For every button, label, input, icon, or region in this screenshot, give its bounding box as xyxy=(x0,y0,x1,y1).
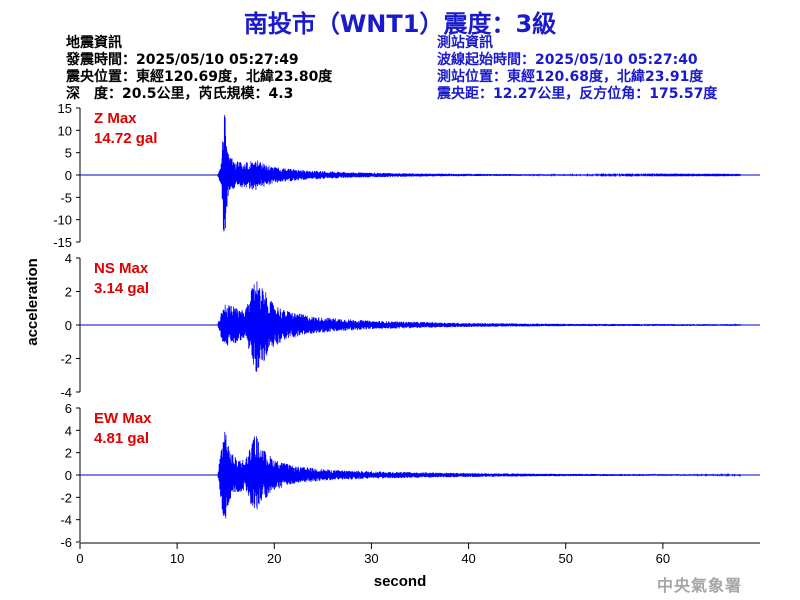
y-tick-label: -6 xyxy=(60,535,72,550)
station-info-heading: 測站資訊 xyxy=(437,35,493,51)
x-axis-label: second xyxy=(374,573,427,590)
y-tick-label: 2 xyxy=(65,285,72,300)
y-tick-label: 0 xyxy=(65,168,72,183)
y-tick-label: 10 xyxy=(58,123,72,138)
earthquake-info: 地震資訊 發震時間：2025/05/10 05:27:49 震央位置：東經120… xyxy=(66,35,332,103)
y-tick-label: 2 xyxy=(65,446,72,461)
max-value-ns: 3.14 gal xyxy=(94,280,149,297)
y-tick-label: 15 xyxy=(58,101,72,116)
x-tick-label: 50 xyxy=(558,551,572,566)
max-label-z: Z Max xyxy=(94,110,137,127)
y-tick-label: -2 xyxy=(60,352,72,367)
earthquake-info-heading: 地震資訊 xyxy=(66,35,122,51)
waveform-z xyxy=(217,114,741,232)
origin-time: 發震時間：2025/05/10 05:27:49 xyxy=(66,52,299,68)
y-tick-label: 0 xyxy=(65,318,72,333)
y-tick-label: 5 xyxy=(65,146,72,161)
y-tick-label: -10 xyxy=(53,213,72,228)
max-label-ns: NS Max xyxy=(94,260,149,277)
y-axis-label: acceleration xyxy=(24,258,41,346)
y-tick-label: -2 xyxy=(60,490,72,505)
station-info: 測站資訊 波線起始時間：2025/05/10 05:27:40 測站位置：東經1… xyxy=(437,35,717,103)
max-label-ew: EW Max xyxy=(94,410,152,427)
max-value-ew: 4.81 gal xyxy=(94,430,149,447)
x-tick-label: 20 xyxy=(267,551,281,566)
y-tick-label: 6 xyxy=(65,401,72,416)
y-tick-label: 4 xyxy=(65,251,72,266)
y-tick-label: -4 xyxy=(60,385,72,400)
panel-ew: -6 -4 -2 0 2 4 6 EW Max 4.81 gal xyxy=(60,401,760,550)
waveform-ew xyxy=(217,431,741,519)
y-tick-label: -15 xyxy=(53,235,72,250)
max-value-z: 14.72 gal xyxy=(94,130,157,147)
x-tick-label: 10 xyxy=(170,551,184,566)
agency-name: 中央氣象署 xyxy=(657,576,743,595)
station-location: 測站位置：東經120.68度，北緯23.91度 xyxy=(437,69,704,85)
epicentral-distance: 震央距：12.27公里，反方位角：175.57度 xyxy=(437,86,718,102)
waveform-start-time: 波線起始時間：2025/05/10 05:27:40 xyxy=(437,52,698,68)
depth-magnitude: 深 度：20.5公里，芮氏規模：4.3 xyxy=(66,86,294,102)
x-tick-label: 40 xyxy=(461,551,475,566)
panel-z: -15 -10 -5 0 5 10 15 Z Max 14.72 gal xyxy=(53,101,760,250)
panel-ns: -4 -2 0 2 4 NS Max 3.14 gal xyxy=(60,251,760,400)
epicenter-location: 震央位置：東經120.69度，北緯23.80度 xyxy=(66,69,333,85)
x-tick-label: 30 xyxy=(364,551,378,566)
x-tick-label: 0 xyxy=(76,551,83,566)
y-tick-label: -4 xyxy=(60,513,72,528)
y-tick-label: -5 xyxy=(60,190,72,205)
y-tick-label: 4 xyxy=(65,423,72,438)
page-title: 南投市（WNT1）震度：3級 xyxy=(243,10,557,38)
y-tick-label: 0 xyxy=(65,468,72,483)
waveform-ns xyxy=(217,281,741,372)
x-tick-label: 60 xyxy=(656,551,670,566)
